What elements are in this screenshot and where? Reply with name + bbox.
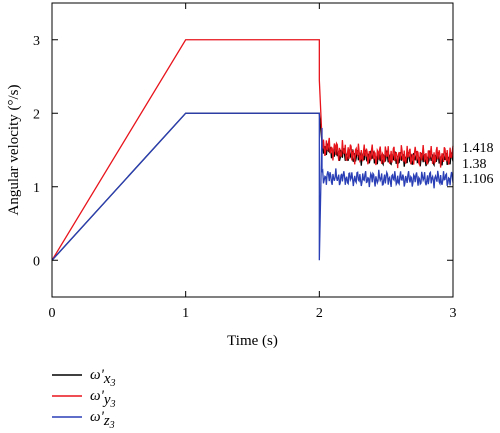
legend: ω'x3ω'y3ω'z3 (52, 367, 115, 431)
series-layer (51, 39, 454, 261)
value-annotation-0: 1.418 (462, 141, 494, 156)
y-tick-label-1: 1 (33, 181, 40, 196)
y-tick-label-3: 3 (33, 34, 40, 49)
x-tick-label-0: 0 (49, 306, 56, 321)
legend-label-y: ω'y3 (90, 388, 115, 410)
plot-frame (51, 2, 454, 298)
series-line-x (51, 112, 454, 261)
legend-label-z: ω'z3 (90, 409, 115, 431)
x-tick-label-3: 3 (450, 306, 457, 321)
x-axis-label: Time (s) (227, 333, 278, 349)
legend-label-x: ω'x3 (90, 367, 115, 389)
y-axis-label: Angular velocity (°/s) (6, 85, 22, 216)
value-annotation-2: 1.106 (462, 172, 494, 187)
series-line-y (51, 39, 454, 261)
value-annotation-1: 1.38 (462, 157, 487, 172)
x-tick-label-2: 2 (316, 306, 323, 321)
y-tick-label-2: 2 (33, 107, 40, 122)
series-line-z (51, 112, 454, 261)
x-tick-label-1: 1 (182, 306, 189, 321)
y-tick-label-0: 0 (33, 254, 40, 269)
ticks-layer: 0 1 2 3 0 1 2 3 (33, 3, 457, 321)
